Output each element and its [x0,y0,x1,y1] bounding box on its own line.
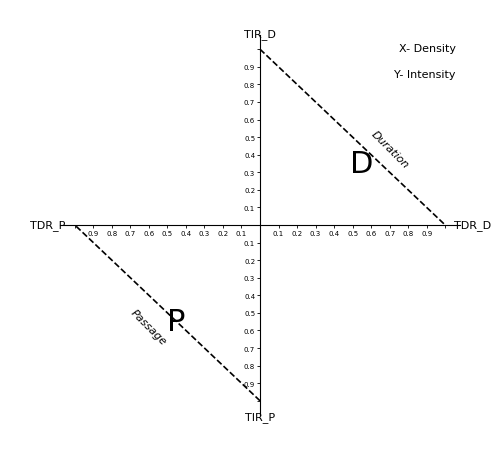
Text: TDR_D: TDR_D [454,220,492,231]
Text: Duration: Duration [369,129,410,170]
Text: P: P [168,308,186,336]
Text: TIR_P: TIR_P [245,411,275,422]
Text: Y- Intensity: Y- Intensity [394,70,456,80]
Text: Passage: Passage [129,308,168,347]
Text: TDR_P: TDR_P [30,220,66,231]
Text: D: D [350,150,374,179]
Text: TIR_D: TIR_D [244,29,276,40]
Text: X- Density: X- Density [399,44,456,54]
